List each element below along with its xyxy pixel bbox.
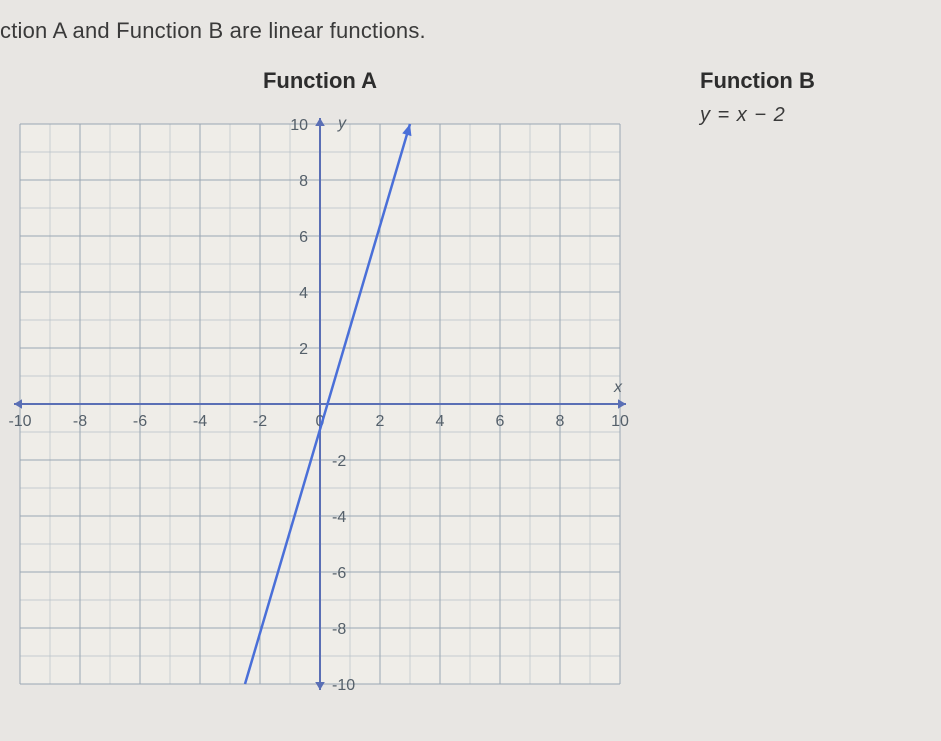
svg-text:8: 8 <box>299 173 308 190</box>
function-b-block: Function B y = x − 2 <box>700 68 815 127</box>
svg-text:-2: -2 <box>253 413 267 430</box>
svg-text:-10: -10 <box>332 677 355 694</box>
svg-text:-4: -4 <box>193 413 207 430</box>
page-title: ction A and Function B are linear functi… <box>0 18 941 44</box>
svg-text:2: 2 <box>299 341 308 358</box>
svg-text:-6: -6 <box>332 565 346 582</box>
svg-text:4: 4 <box>436 413 445 430</box>
svg-text:6: 6 <box>496 413 505 430</box>
svg-text:2: 2 <box>376 413 385 430</box>
svg-text:-6: -6 <box>133 413 147 430</box>
svg-text:8: 8 <box>556 413 565 430</box>
svg-text:4: 4 <box>299 285 308 302</box>
function-a-title: Function A <box>263 68 377 94</box>
svg-text:-4: -4 <box>332 509 346 526</box>
svg-text:-8: -8 <box>73 413 87 430</box>
svg-text:x: x <box>613 379 623 396</box>
svg-text:10: 10 <box>290 117 308 134</box>
svg-text:-2: -2 <box>332 453 346 470</box>
svg-text:y: y <box>337 115 347 132</box>
function-a-block: Function A -10-8-6-4-20246810246810-2-4-… <box>0 68 640 704</box>
svg-text:10: 10 <box>611 413 629 430</box>
function-a-chart: -10-8-6-4-20246810246810-2-4-6-8-10yx <box>0 104 640 704</box>
function-b-equation: y = x − 2 <box>700 104 815 127</box>
svg-text:-10: -10 <box>8 413 31 430</box>
function-b-title: Function B <box>700 68 815 94</box>
svg-text:-8: -8 <box>332 621 346 638</box>
svg-text:6: 6 <box>299 229 308 246</box>
